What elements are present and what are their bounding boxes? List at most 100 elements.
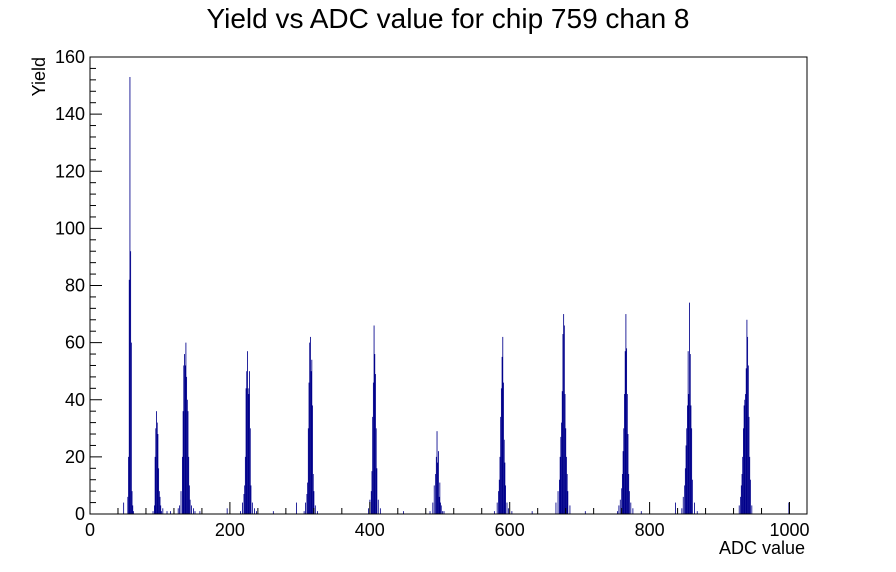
histogram-bin — [626, 348, 628, 514]
histogram-bin — [308, 382, 310, 514]
histogram-bin — [160, 505, 162, 514]
histogram-bin — [562, 334, 564, 514]
histogram-bin — [563, 314, 565, 514]
histogram-bin — [312, 474, 314, 514]
histogram-bin — [619, 499, 621, 514]
histogram-bin — [682, 496, 684, 514]
x-tick-label: 200 — [215, 520, 245, 540]
histogram-bin — [559, 479, 560, 514]
histogram-bin — [184, 354, 185, 514]
histogram-bin — [500, 416, 502, 514]
histogram-bin — [373, 325, 375, 514]
histogram-bin — [123, 502, 125, 514]
histogram-bin — [503, 439, 505, 514]
histogram-bin — [499, 456, 501, 514]
histogram-bin — [749, 456, 751, 514]
histogram-bin — [158, 491, 160, 514]
histogram-bin — [370, 491, 372, 514]
x-axis-label: ADC value — [719, 538, 805, 558]
histogram-bin — [376, 468, 378, 514]
histogram-bin — [310, 371, 312, 514]
histogram-bin — [193, 508, 195, 514]
histogram-bin — [312, 405, 313, 514]
histogram-bin — [640, 511, 642, 514]
histogram-bin — [628, 474, 630, 514]
histogram-bin — [155, 428, 157, 514]
histogram-bin — [246, 371, 248, 514]
histogram-bin — [179, 505, 181, 514]
histogram-bin — [686, 428, 688, 514]
histogram-bin — [245, 388, 247, 514]
histogram-bin — [243, 494, 245, 514]
histogram-bin — [156, 411, 157, 514]
histogram-bin — [691, 428, 693, 514]
histogram-bin — [747, 365, 749, 514]
y-axis: 0 20 40 60 80 100 120 140 160 — [55, 47, 102, 524]
histogram-bin — [745, 368, 747, 514]
histogram-bin — [696, 511, 698, 514]
histogram-bin — [436, 431, 438, 514]
y-tick-label: 0 — [75, 504, 85, 524]
y-tick-label: 20 — [65, 447, 85, 467]
histogram-bin — [440, 502, 441, 514]
histogram-bin — [744, 399, 746, 514]
histogram-bin — [313, 491, 315, 514]
histogram-bin — [625, 314, 627, 514]
histogram-bin — [506, 502, 508, 514]
histogram-bin — [748, 416, 750, 514]
plot-frame — [89, 56, 808, 515]
histogram-bin — [498, 479, 500, 514]
histogram-bin — [531, 511, 533, 514]
y-tick-label: 160 — [55, 47, 85, 67]
y-tick-label: 100 — [55, 218, 85, 238]
histogram-bin — [159, 496, 161, 514]
histogram-bin — [435, 474, 437, 514]
histogram-bin — [560, 436, 562, 514]
histogram-bin — [374, 354, 376, 514]
histogram-bin — [621, 474, 623, 514]
histogram-bin — [377, 499, 379, 514]
histogram-bin — [128, 456, 129, 514]
histogram-bin — [561, 391, 563, 514]
histogram-bin — [311, 359, 313, 514]
y-axis-label: Yield — [29, 57, 49, 96]
histogram-bin — [189, 499, 191, 514]
histogram-bin — [250, 485, 252, 514]
histogram-bin — [687, 351, 689, 514]
histogram-bin — [375, 428, 377, 514]
histogram-bin — [618, 505, 620, 514]
histogram-bin — [624, 351, 626, 514]
histogram-bin — [439, 482, 441, 514]
histogram-bin — [507, 508, 509, 514]
histogram-bin — [371, 471, 373, 514]
histogram-bin — [749, 479, 751, 514]
histogram-bin — [630, 502, 632, 514]
histogram-bin — [129, 76, 131, 515]
histogram-bin — [186, 376, 188, 514]
histogram-bin — [493, 511, 495, 514]
histogram-bin — [372, 382, 374, 514]
histogram-bin — [248, 394, 250, 514]
histogram-bin — [621, 488, 623, 514]
histogram-bin — [690, 405, 692, 514]
histogram-bin — [316, 511, 318, 514]
histogram-bin — [131, 491, 133, 514]
histogram-bin — [559, 456, 561, 514]
histogram-bin — [438, 496, 440, 514]
histogram-bin — [187, 411, 189, 514]
histogram-bin — [751, 505, 753, 514]
histogram-bin — [226, 508, 228, 514]
histogram-bin — [309, 342, 311, 514]
histogram-bin — [632, 508, 634, 514]
histogram-bin — [742, 428, 744, 514]
histogram-bin — [740, 496, 742, 514]
histogram-bin — [403, 511, 404, 514]
histogram-bin — [626, 394, 628, 514]
histogram-bin — [130, 251, 132, 514]
histogram-bin — [182, 411, 184, 514]
histogram-bin — [684, 468, 686, 514]
histogram-bin — [688, 394, 690, 514]
histogram-bin — [440, 505, 442, 514]
x-tick-label: 400 — [355, 520, 385, 540]
histogram-bin — [502, 336, 504, 514]
